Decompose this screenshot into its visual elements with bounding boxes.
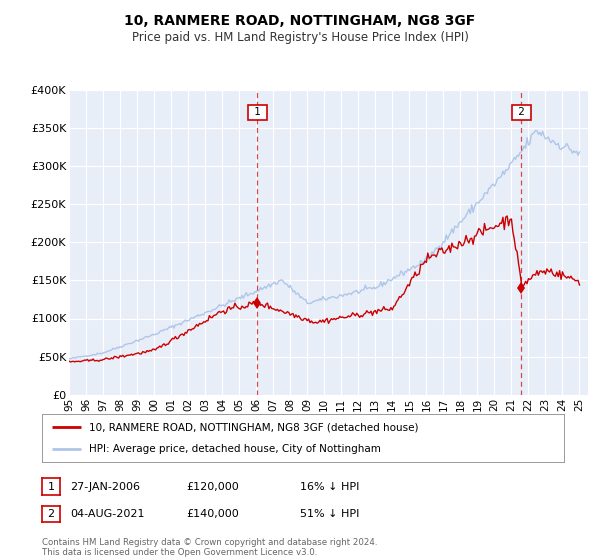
Text: 51% ↓ HPI: 51% ↓ HPI [300,509,359,519]
Text: 2: 2 [515,108,528,118]
Text: 16% ↓ HPI: 16% ↓ HPI [300,482,359,492]
Text: £140,000: £140,000 [186,509,239,519]
Text: 10, RANMERE ROAD, NOTTINGHAM, NG8 3GF: 10, RANMERE ROAD, NOTTINGHAM, NG8 3GF [124,14,476,28]
Text: 10, RANMERE ROAD, NOTTINGHAM, NG8 3GF (detached house): 10, RANMERE ROAD, NOTTINGHAM, NG8 3GF (d… [89,422,418,432]
Text: Price paid vs. HM Land Registry's House Price Index (HPI): Price paid vs. HM Land Registry's House … [131,31,469,44]
Text: 1: 1 [251,108,264,118]
Text: 27-JAN-2006: 27-JAN-2006 [70,482,140,492]
Text: 1: 1 [47,482,55,492]
Text: 2: 2 [47,509,55,519]
Text: £120,000: £120,000 [186,482,239,492]
Text: Contains HM Land Registry data © Crown copyright and database right 2024.
This d: Contains HM Land Registry data © Crown c… [42,538,377,557]
Text: 04-AUG-2021: 04-AUG-2021 [70,509,145,519]
Text: HPI: Average price, detached house, City of Nottingham: HPI: Average price, detached house, City… [89,444,381,454]
